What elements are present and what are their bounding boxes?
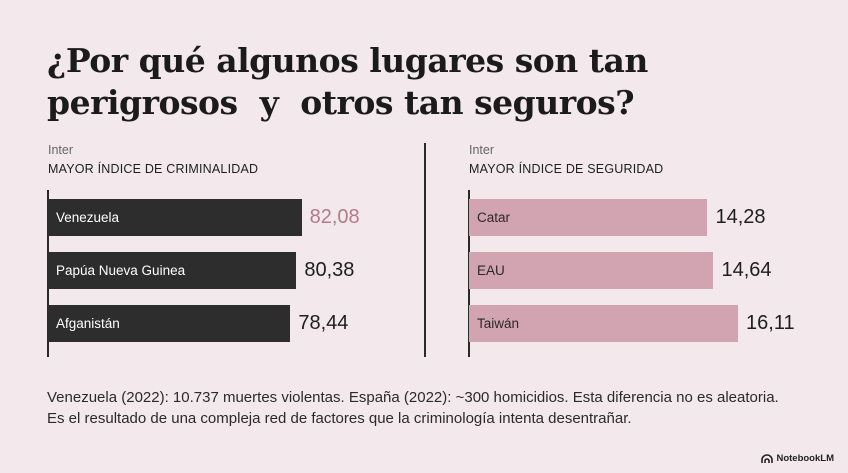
bar-category-label: Taiwán (477, 316, 520, 331)
bar-eau: EAU (469, 252, 714, 289)
right-panel-heading: MAYOR ÍNDICE DE SEGURIDAD (469, 162, 664, 176)
bar-category-label: Papúa Nueva Guinea (56, 263, 186, 278)
bar-taiwan: Taiwán (469, 305, 739, 342)
bar-category-label: Afganistán (56, 316, 120, 331)
right-panel-source: Inter (469, 143, 495, 157)
bar-value-label: 14,64 (721, 259, 772, 281)
brand-badge: NotebookLM (761, 453, 834, 464)
left-panel-source: Inter (48, 143, 74, 157)
bar-category-label: EAU (477, 263, 505, 278)
footer-text: Venezuela (2022): 10.737 muertes violent… (47, 389, 779, 427)
bar-category-label: Catar (477, 210, 511, 225)
right-chart-axis (468, 190, 470, 357)
notebooklm-logo-icon (761, 453, 774, 463)
left-panel-heading: MAYOR ÍNDICE DE CRIMINALIDAD (48, 162, 259, 176)
left-chart-axis (47, 190, 49, 357)
bar-afganistan: Afganistán (48, 305, 291, 342)
bar-value-label: 78,44 (298, 312, 349, 334)
panel-divider (424, 143, 426, 357)
bar-value-label: 80,38 (304, 259, 355, 281)
bar-category-label: Venezuela (56, 210, 120, 225)
bar-value-label: 16,11 (746, 312, 795, 334)
brand-name: NotebookLM (776, 453, 834, 464)
bar-papua-nueva-guinea: Papúa Nueva Guinea (48, 252, 297, 289)
bar-value-label: 82,08 (309, 206, 360, 228)
bar-catar: Catar (469, 199, 708, 236)
bar-venezuela: Venezuela (48, 199, 302, 236)
page-title: ¿Por qué algunos lugares son tan perigro… (47, 41, 648, 122)
bar-value-label: 14,28 (715, 206, 766, 228)
